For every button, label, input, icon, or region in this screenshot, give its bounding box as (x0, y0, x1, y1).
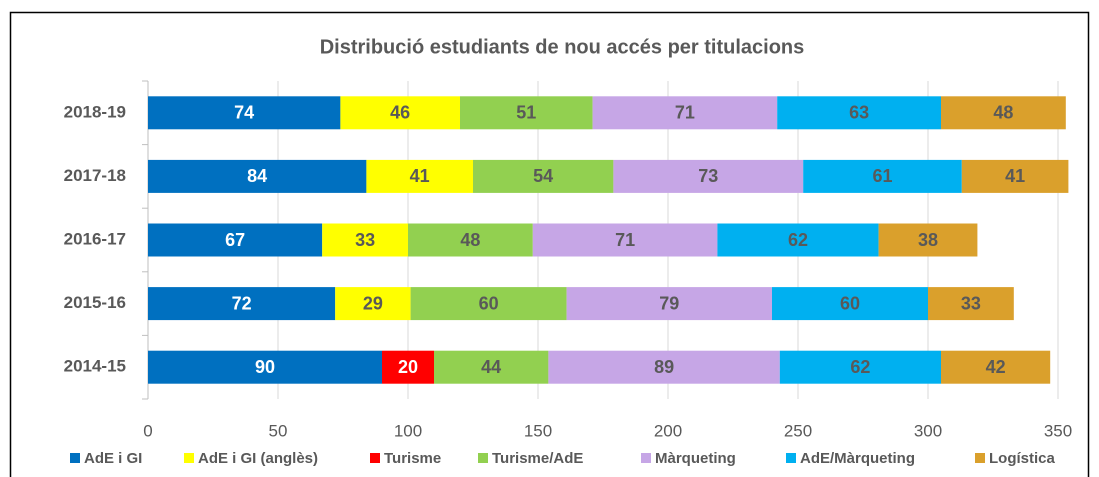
legend-swatch (641, 453, 651, 463)
bar-segment (613, 159, 804, 193)
legend-swatch (370, 453, 380, 463)
y-tick-label: 2015-16 (64, 293, 126, 312)
legend-swatch (70, 453, 80, 463)
data-label: 38 (918, 230, 938, 250)
bar-segment (408, 223, 533, 257)
bar-segment (777, 96, 941, 130)
bar-segment (878, 223, 978, 257)
data-label: 20 (398, 357, 418, 377)
x-tick-label: 100 (394, 421, 422, 440)
data-label: 41 (1005, 166, 1025, 186)
data-label: 71 (675, 103, 695, 123)
bar-segment (548, 350, 780, 384)
bar-segment (772, 287, 928, 321)
x-tick-label: 300 (914, 421, 942, 440)
data-label: 48 (460, 230, 480, 250)
y-tick-label: 2017-18 (64, 166, 126, 185)
bar-segment (779, 350, 941, 384)
bar-segment (366, 159, 473, 193)
bar-segment (434, 350, 549, 384)
legend-label: AdE/Màrqueting (800, 450, 915, 467)
x-tick-label: 50 (269, 421, 288, 440)
data-label: 60 (840, 293, 860, 313)
legend-label: AdE i GI (84, 450, 142, 467)
data-label: 73 (698, 166, 718, 186)
data-label: 54 (533, 166, 553, 186)
data-label: 51 (516, 103, 536, 123)
bar-segment (803, 159, 962, 193)
data-label: 29 (363, 293, 383, 313)
bar-segment (410, 287, 567, 321)
x-tick-label: 200 (654, 421, 682, 440)
frame (9, 11, 1090, 477)
data-label: 74 (234, 103, 254, 123)
bar-segment (148, 96, 341, 130)
y-tick-label: 2018-19 (64, 102, 126, 121)
chart-title: Distribució estudiants de nou accés per … (320, 36, 805, 58)
data-label: 46 (390, 103, 410, 123)
data-label: 41 (410, 166, 430, 186)
bar-segment (335, 287, 411, 321)
data-label: 71 (615, 230, 635, 250)
legend-label: AdE i GI (anglès) (198, 450, 318, 467)
data-label: 90 (255, 357, 275, 377)
data-label: 48 (993, 103, 1013, 123)
data-label: 44 (481, 357, 501, 377)
bar-segment (717, 223, 879, 257)
bar-segment (148, 223, 323, 257)
bar-segment (340, 96, 460, 130)
data-label: 61 (872, 166, 892, 186)
data-label: 33 (355, 230, 375, 250)
bar-segment (532, 223, 718, 257)
data-label: 79 (659, 293, 679, 313)
data-label: 72 (232, 293, 252, 313)
y-tick-label: 2016-17 (64, 229, 126, 248)
data-label: 60 (479, 293, 499, 313)
bar-segment (592, 96, 778, 130)
legend-swatch (975, 453, 985, 463)
x-tick-label: 150 (524, 421, 552, 440)
data-label: 62 (850, 357, 870, 377)
bar-segment (322, 223, 408, 257)
bar-segment (148, 350, 382, 384)
x-tick-label: 350 (1044, 421, 1072, 440)
bar-segment (566, 287, 772, 321)
bar-segment (941, 96, 1066, 130)
bar-segment (148, 159, 367, 193)
legend-label: Turisme/AdE (492, 450, 583, 467)
data-label: 89 (654, 357, 674, 377)
bar-segment (473, 159, 614, 193)
legend-label: Logística (989, 450, 1056, 467)
data-label: 33 (961, 293, 981, 313)
data-label: 84 (247, 166, 267, 186)
bar-segment (148, 287, 336, 321)
data-label: 42 (986, 357, 1006, 377)
legend-swatch (478, 453, 488, 463)
x-tick-label: 250 (784, 421, 812, 440)
legend-swatch (184, 453, 194, 463)
bar-segment (460, 96, 593, 130)
x-tick-label: 0 (143, 421, 152, 440)
data-label: 62 (788, 230, 808, 250)
y-tick-label: 2014-15 (64, 357, 126, 376)
bar-segment (928, 287, 1014, 321)
legend-label: Turisme (384, 450, 441, 467)
legend-swatch (786, 453, 796, 463)
bar-segment (941, 350, 1051, 384)
data-label: 67 (225, 230, 245, 250)
legend-label: Màrqueting (655, 450, 736, 467)
data-label: 63 (849, 103, 869, 123)
bar-segment (961, 159, 1069, 193)
bar-segment (382, 350, 434, 384)
